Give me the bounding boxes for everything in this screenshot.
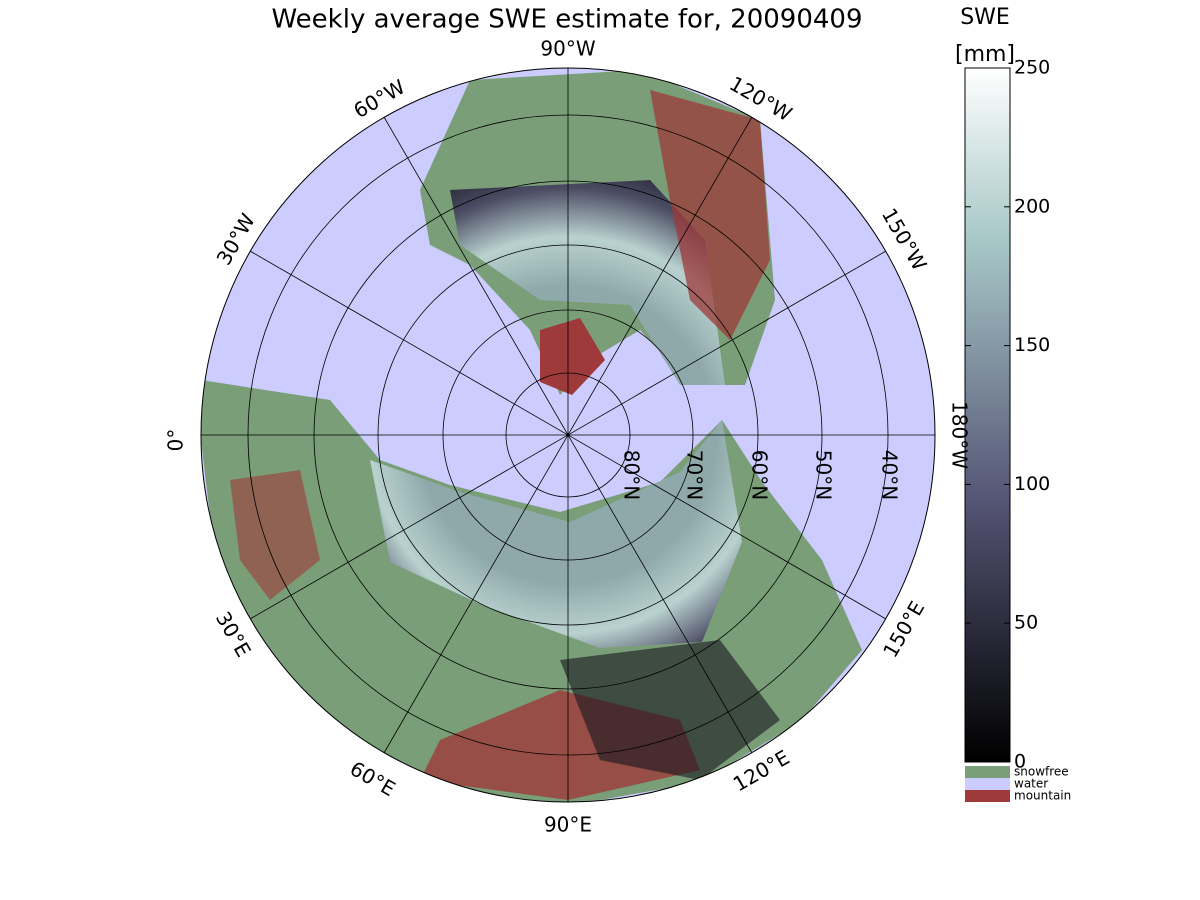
scandinavia-mountain xyxy=(230,470,320,600)
map-body xyxy=(201,68,935,802)
longitude-label: 90°W xyxy=(540,37,595,61)
colorbar-tick-label: 100 xyxy=(1014,473,1050,495)
colorbar-label: [mm] xyxy=(955,42,1015,67)
latitude-label: 70°N xyxy=(683,450,707,500)
colorbar-tick-label: 150 xyxy=(1014,334,1050,356)
longitude-label: 60°E xyxy=(346,756,400,801)
longitude-label: 90°E xyxy=(544,813,592,837)
longitude-label: 180°W xyxy=(948,401,972,469)
snow-cover-eurasia xyxy=(370,420,742,648)
map-border xyxy=(200,67,936,803)
latitude-label: 50°N xyxy=(812,450,836,500)
legend-label: water xyxy=(1014,777,1048,791)
colorbar xyxy=(964,67,1011,763)
colorbar-tick-label: 0 xyxy=(1014,751,1026,773)
legend-swatch xyxy=(965,766,1010,778)
map-title: Weekly average SWE estimate for, 2009040… xyxy=(271,5,862,35)
colorbar-label: SWE xyxy=(960,5,1010,30)
greenland-mountain xyxy=(540,318,605,395)
legend-swatch xyxy=(965,790,1010,802)
legend-label: mountain xyxy=(1014,789,1071,803)
colorbar-tick-label: 250 xyxy=(1014,57,1050,79)
latitude-label: 40°N xyxy=(878,450,902,500)
longitude-label: 0° xyxy=(164,429,188,452)
rockies xyxy=(650,90,770,340)
siberia-shallow-snow xyxy=(560,640,780,780)
colorbar-tick-label: 50 xyxy=(1014,612,1038,634)
snow-cover-na xyxy=(450,180,725,385)
legend-label: snowfree xyxy=(1014,765,1069,779)
latitude-label: 60°N xyxy=(748,450,772,500)
latitude-label: 80°N xyxy=(620,450,644,500)
graticule xyxy=(201,68,935,802)
colorbar-tick-label: 200 xyxy=(1014,195,1050,217)
legend-swatch xyxy=(965,778,1010,790)
